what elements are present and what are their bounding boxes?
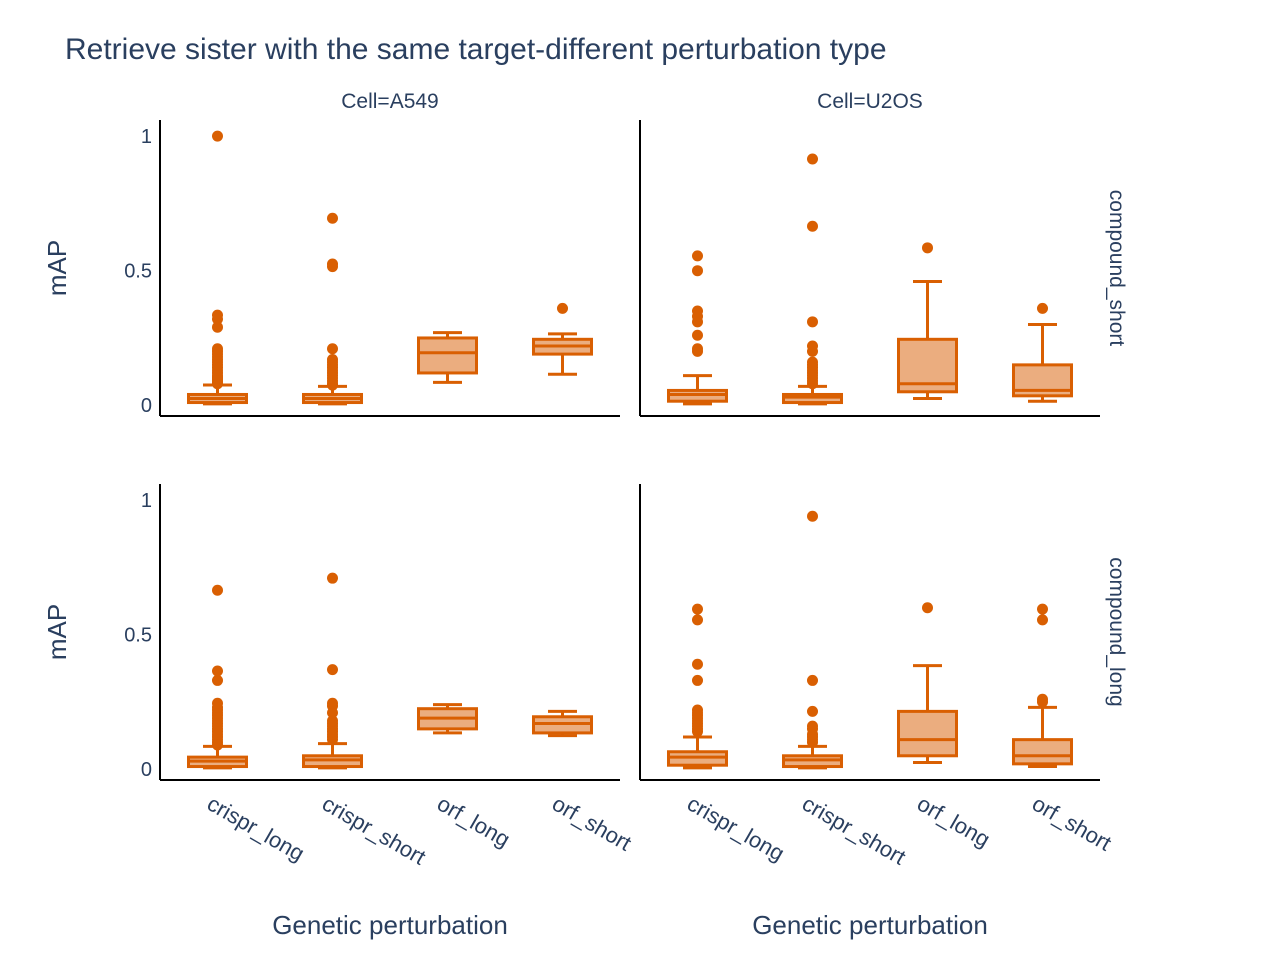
x-tick-label: orf_short xyxy=(548,791,636,856)
y-axis-title: mAP xyxy=(42,604,72,660)
panel-compound_short-Cell-A549: 00.51 xyxy=(124,120,620,417)
y-tick-label: 1 xyxy=(141,490,152,512)
x-tick-label: orf_long xyxy=(913,791,994,852)
labels: Cell=A549 Cell=U2OS compound_short compound… xyxy=(42,90,1128,940)
box-crispr_long xyxy=(667,250,728,406)
x-tick-label: crispr_short xyxy=(318,791,430,870)
outlier-point xyxy=(327,212,338,224)
box-orf_long xyxy=(897,602,958,765)
box-crispr_short xyxy=(302,212,363,406)
y-axis-title: mAP xyxy=(42,240,72,296)
panel-compound_short-Cell-U2OS xyxy=(639,120,1100,417)
y-tick-label: 0 xyxy=(141,395,152,417)
outlier-point xyxy=(807,674,818,686)
outlier-point xyxy=(807,316,818,328)
outlier-point xyxy=(327,697,338,709)
box-orf_short xyxy=(1012,603,1073,769)
outlier-point xyxy=(807,220,818,232)
y-tick-label: 0 xyxy=(141,759,152,781)
outlier-point xyxy=(922,242,933,254)
outlier-point xyxy=(212,309,223,321)
outlier-point xyxy=(692,614,703,626)
box-orf_short xyxy=(532,302,593,376)
outlier-point xyxy=(327,664,338,676)
outlier-point xyxy=(327,343,338,355)
x-tick-label: crispr_long xyxy=(683,791,789,866)
box-orf_long xyxy=(417,331,478,384)
outlier-point xyxy=(692,658,703,670)
outlier-point xyxy=(557,302,568,314)
box-iqr xyxy=(417,336,478,375)
outlier-point xyxy=(692,265,703,277)
x-tick-label: crispr_short xyxy=(798,791,910,870)
x-tick-label: crispr_long xyxy=(203,791,309,866)
outlier-point xyxy=(692,250,703,262)
box-crispr_short xyxy=(782,153,843,406)
panel-compound_long-Cell-A549: 00.51 xyxy=(124,484,620,781)
box-crispr_short xyxy=(302,572,363,770)
box-crispr_long xyxy=(187,130,248,406)
box-iqr xyxy=(897,709,958,758)
box-crispr_long xyxy=(187,584,248,770)
outlier-point xyxy=(692,305,703,317)
y-tick-label: 1 xyxy=(141,126,152,148)
outlier-point xyxy=(212,697,223,709)
panel-compound_long-Cell-U2OS xyxy=(639,484,1100,781)
box-iqr xyxy=(1012,738,1073,766)
outlier-point xyxy=(327,353,338,365)
outlier-point xyxy=(1037,614,1048,626)
outlier-point xyxy=(807,705,818,717)
x-tick-label: orf_long xyxy=(433,791,514,852)
outlier-point xyxy=(212,343,223,355)
outlier-point xyxy=(807,720,818,732)
outlier-point xyxy=(922,602,933,614)
outlier-point xyxy=(807,153,818,165)
outlier-point xyxy=(212,321,223,333)
outlier-point xyxy=(807,356,818,368)
outlier-point xyxy=(807,340,818,352)
row-facet-label: compound_short xyxy=(1105,190,1128,347)
outlier-point xyxy=(327,258,338,270)
chart-title: Retrieve sister with the same target-dif… xyxy=(65,33,887,66)
outlier-point xyxy=(212,130,223,142)
outlier-point xyxy=(692,674,703,686)
outlier-point xyxy=(692,603,703,615)
box-crispr_short xyxy=(782,510,843,770)
outlier-point xyxy=(692,343,703,355)
outlier-point xyxy=(212,665,223,677)
outlier-point xyxy=(1037,603,1048,615)
box-orf_long xyxy=(897,242,958,401)
outlier-point xyxy=(807,510,818,522)
x-axis-title: Genetic perturbation xyxy=(272,910,508,940)
outlier-point xyxy=(692,329,703,341)
y-tick-label: 0.5 xyxy=(124,261,152,283)
outlier-point xyxy=(327,572,338,584)
col-facet-label: Cell=A549 xyxy=(341,90,438,113)
box-crispr_long xyxy=(667,603,728,770)
y-tick-label: 0.5 xyxy=(124,625,152,647)
row-facet-label: compound_long xyxy=(1105,557,1128,706)
col-facet-label: Cell=U2OS xyxy=(817,90,923,113)
x-axis-title: Genetic perturbation xyxy=(752,910,988,940)
outlier-point xyxy=(1037,693,1048,705)
outlier-point xyxy=(692,704,703,716)
x-tick-label: orf_short xyxy=(1028,791,1116,856)
box-orf_long xyxy=(417,703,478,735)
outlier-point xyxy=(1037,302,1048,314)
outlier-point xyxy=(212,674,223,686)
box-orf_short xyxy=(1012,302,1073,403)
outlier-point xyxy=(212,584,223,596)
outlier-point xyxy=(327,715,338,727)
box-orf_short xyxy=(532,709,593,738)
